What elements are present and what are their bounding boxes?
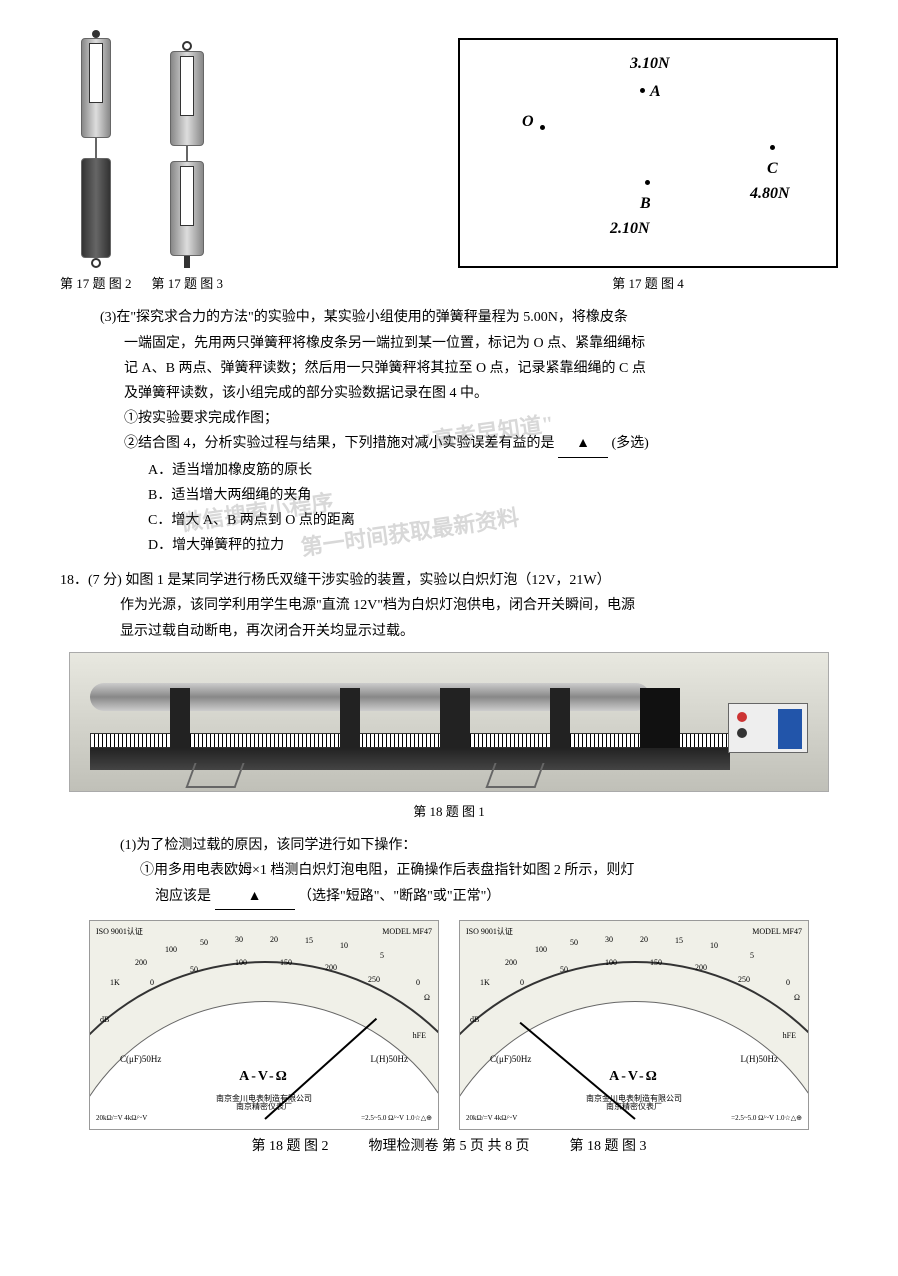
opt-A: A．适当增加橡皮筋的原长	[100, 458, 838, 483]
meter-avo: A-V-Ω	[90, 1064, 438, 1089]
blank-triangle: ▲	[576, 431, 590, 456]
label-A-val: 3.10N	[630, 50, 670, 79]
label-B-val: 2.10N	[610, 215, 650, 244]
caption-18-1: 第 18 题 图 1	[60, 800, 838, 823]
q18-sub1b: 泡应该是	[155, 889, 211, 904]
q18-num: 18．(7 分)	[60, 568, 122, 593]
model-label: MODEL MF47	[382, 925, 432, 939]
q18-sub1a: ①用多用电表欧姆×1 档测白炽灯泡电阻，正确操作后表盘指针如图 2 所示，则灯	[60, 858, 838, 883]
apparatus-photo	[69, 652, 829, 792]
meter-fig3: ISO 9001认证 MODEL MF47 1K 200 100 50 30 2…	[459, 920, 809, 1130]
q17-3-l2: 一端固定，先用两只弹簧秤将橡皮条另一端拉到某一位置，标记为 O 点、紧靠细绳标	[100, 331, 838, 356]
q17-3-sub1: ①按实验要求完成作图；	[100, 406, 838, 431]
blank-triangle-2: ▲	[248, 884, 262, 909]
label-A: A	[650, 78, 661, 107]
meter-fig2: ISO 9001认证 MODEL MF47 1K 200 100 50 30 2…	[89, 920, 439, 1130]
q18-l3: 显示过载自动断电，再次闭合开关均显示过载。	[60, 619, 838, 644]
q18-intro: 如图 1 是某同学进行杨氏双缝干涉实验的装置，实验以白炽灯泡（12V，21W）	[125, 573, 610, 588]
q18: 18．(7 分) 如图 1 是某同学进行杨氏双缝干涉实验的装置，实验以白炽灯泡（…	[60, 568, 838, 644]
fig17-2: 第 17 题 图 2	[60, 30, 132, 295]
caption-17-4: 第 17 题 图 4	[612, 272, 684, 295]
q17-3-text: (3)在"探究求合力的方法"的实验中，某实验小组使用的弹簧秤量程为 5.00N，…	[100, 305, 838, 558]
meter-row: ISO 9001认证 MODEL MF47 1K 200 100 50 30 2…	[60, 920, 838, 1130]
q18-l2: 作为光源，该同学利用学生电源"直流 12V"档为白炽灯泡供电，闭合开关瞬间，电源	[60, 593, 838, 618]
caption-18-2: 第 18 题 图 2	[252, 1134, 329, 1159]
q18-sub1c: （选择"短路"、"断路"或"正常"）	[298, 889, 500, 904]
caption-18-3: 第 18 题 图 3	[570, 1134, 647, 1159]
caption-17-2: 第 17 题 图 2	[60, 272, 132, 295]
fig17-4: 3.10N A O B 2.10N C 4.80N 第 17 题 图 4	[458, 38, 838, 295]
page-footer: 物理检测卷 第 5 页 共 8 页	[369, 1134, 530, 1159]
q18-sub1-line2: 泡应该是 ▲ （选择"短路"、"断路"或"正常"）	[60, 884, 838, 910]
figure-17-row: 第 17 题 图 2 第 17 题 图 3 3.10N A O B 2.10N	[60, 30, 838, 295]
label-C-val: 4.80N	[750, 180, 790, 209]
label-O: O	[522, 108, 534, 137]
opt-B: B．适当增大两细绳的夹角 微信搜索小程序 第一时间获取最新资料	[100, 483, 311, 508]
q17-3-l4: 及弹簧秤读数，该小组完成的部分实验数据记录在图 4 中。	[100, 381, 838, 406]
footer-row: 第 18 题 图 2 物理检测卷 第 5 页 共 8 页 第 18 题 图 3	[60, 1134, 838, 1159]
iso-label: ISO 9001认证	[96, 925, 143, 939]
force-diagram: 3.10N A O B 2.10N C 4.80N	[458, 38, 838, 268]
caption-17-3: 第 17 题 图 3	[152, 272, 224, 295]
sub2-suffix: (多选)	[612, 436, 649, 451]
sub2-text: ②结合图 4，分析实验过程与结果，下列措施对减小实验误差有益的是	[124, 436, 555, 451]
opt-C: C．增大 A、B 两点到 O 点的距离	[100, 508, 838, 533]
fig17-3: 第 17 题 图 3	[152, 41, 224, 295]
q17-3-intro: (3)在"探究求合力的方法"的实验中，某实验小组使用的弹簧秤量程为 5.00N，…	[100, 305, 838, 330]
q17-3-sub2: ②结合图 4，分析实验过程与结果，下列措施对减小实验误差有益的是 ▲ (多选) …	[100, 431, 649, 457]
q17-3-l3: 记 A、B 两点、弹簧秤读数；然后用一只弹簧秤将其拉至 O 点，记录紧靠细绳的 …	[100, 356, 838, 381]
opt-D: D．增大弹簧秤的拉力	[100, 533, 838, 558]
q18-part1: (1)为了检测过载的原因，该同学进行如下操作：	[60, 833, 838, 858]
